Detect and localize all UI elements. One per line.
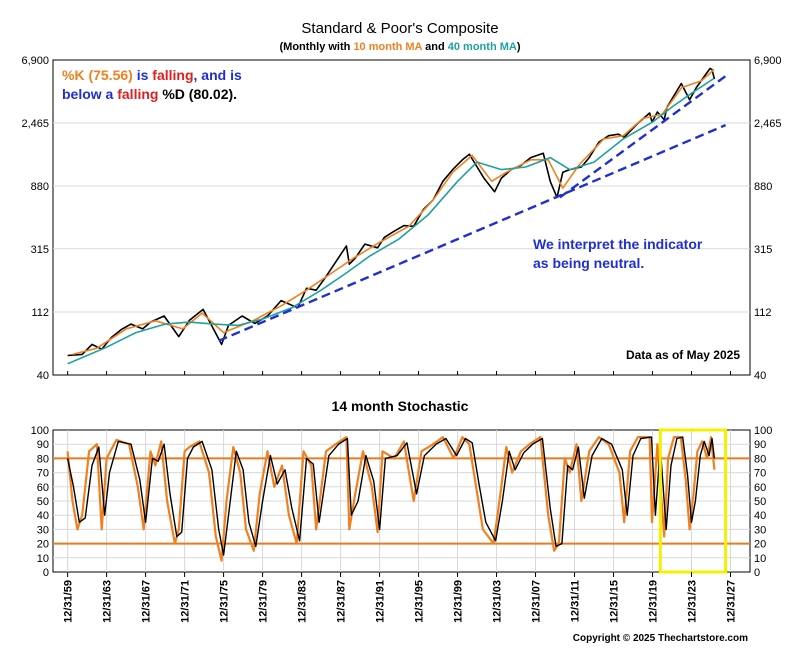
xtick-label: 12/31/83	[297, 580, 309, 623]
price-axis-ticks: 40 40 112 112 315 315 880 880 2,465 2,465 6,900 6,9…	[21, 55, 781, 382]
stochastic-series-group	[66, 428, 728, 574]
price-series-40-month-ma	[67, 77, 715, 365]
stochastic-ytick-label-left: 90	[37, 439, 49, 451]
stochastic-panel: 14 month Stochastic 0 0 10 10 20 20 30 30 40 40 50…	[31, 398, 773, 623]
stochastic-ytick-label-left: 60	[37, 482, 49, 494]
subtitle-ma40: 40 month MA	[448, 41, 517, 53]
xtick-label: 12/31/23	[687, 580, 699, 623]
xtick-label: 12/31/03	[492, 580, 504, 623]
xtick-label: 12/31/91	[375, 580, 387, 623]
note-d-value: %D (80.02).	[158, 86, 237, 102]
price-gridlines	[53, 122, 750, 313]
xtick-label: 12/31/27	[726, 580, 738, 623]
stochastic-ytick-label-left: 10	[37, 553, 49, 565]
stochastic-ytick-label-left: 100	[31, 425, 49, 437]
subtitle-mid: and	[422, 41, 448, 53]
xtick-label: 12/31/11	[570, 580, 582, 622]
note-below-a: below a	[62, 86, 117, 102]
xtick-label: 12/31/95	[414, 580, 426, 623]
stochastic-ytick-label-right: 100	[754, 425, 772, 437]
stochastic-ytick-label-right: 80	[754, 453, 766, 465]
stochastic-chart-title: 14 month Stochastic	[332, 398, 469, 414]
stochastic-axis-ticks: 0 0 10 10 20 20 30 30 40 40 50 50 60 60 70 70 80 80 90 90 10…	[31, 425, 773, 579]
data-as-of: Data as of May 2025	[626, 348, 740, 362]
note-falling-1: falling	[152, 67, 193, 83]
stochastic-ytick-label-left: 20	[37, 539, 49, 551]
stochastic-ytick-label-left: 0	[43, 567, 49, 579]
xtick-label: 12/31/79	[258, 580, 270, 623]
price-ytick-label-left: 112	[31, 307, 49, 319]
price-series-group	[67, 67, 727, 365]
price-plot-frame	[52, 59, 751, 376]
price-chart-subtitle: (Monthly with 10 month MA and 40 month M…	[280, 41, 521, 53]
price-ytick-label-left: 2,465	[21, 118, 49, 130]
stochastic-ytick-label-left: 50	[37, 496, 49, 508]
price-series-trendline-2	[559, 75, 727, 199]
price-series-10-month-ma	[72, 69, 715, 356]
subtitle-prefix: (Monthly with	[280, 41, 354, 53]
price-ytick-label-right: 40	[754, 370, 766, 382]
stochastic-gridlines	[53, 430, 750, 572]
xtick-label: 12/31/75	[219, 580, 231, 623]
stochastic-ytick-label-right: 50	[754, 496, 766, 508]
xtick-label: 12/31/71	[180, 580, 192, 623]
subtitle-ma10: 10 month MA	[353, 41, 422, 53]
price-ytick-label-right: 112	[754, 307, 772, 319]
stochastic-series-d	[66, 436, 716, 556]
price-ytick-label-right: 315	[754, 244, 772, 256]
subtitle-suffix: )	[517, 41, 521, 53]
price-ytick-label-left: 6,900	[21, 55, 49, 67]
price-chart-title: Standard & Poor's Composite	[301, 20, 498, 37]
stochastic-ytick-label-right: 0	[754, 567, 760, 579]
xtick-label: 12/31/07	[531, 580, 543, 623]
stochastic-ytick-label-right: 40	[754, 510, 766, 522]
price-ytick-label-left: 880	[31, 181, 49, 193]
note-k-value: %K (75.56)	[62, 67, 133, 83]
interpretation-line-1: We interpret the indicator	[533, 236, 703, 252]
interpretation-line-2: as being neutral.	[533, 255, 644, 271]
date-axis-labels: 12/31/59 12/31/63 12/31/67 12/31/71 12/31/75…	[63, 572, 738, 623]
price-ytick-label-right: 6,900	[754, 55, 782, 67]
xtick-label: 12/31/67	[141, 580, 153, 623]
note-is: is	[133, 67, 152, 83]
price-ytick-label-right: 880	[754, 181, 772, 193]
stochastic-ytick-label-left: 80	[37, 453, 49, 465]
price-ytick-label-right: 2,465	[754, 118, 782, 130]
stochastic-ytick-label-right: 10	[754, 553, 766, 565]
stochastic-note-line-1: %K (75.56) is falling, and is	[62, 67, 242, 83]
stochastic-note: %K (75.56) is falling, and is below a fa…	[62, 67, 242, 102]
note-falling-2: falling	[117, 86, 158, 102]
price-series-trendline-1	[218, 123, 727, 342]
highlight-box	[658, 428, 728, 574]
stochastic-series-k	[66, 436, 716, 562]
xtick-label: 12/31/59	[63, 580, 75, 623]
interpretation-note: We interpret the indicator as being neut…	[533, 236, 703, 271]
stochastic-ytick-label-right: 60	[754, 482, 766, 494]
note-and-is: , and is	[194, 67, 242, 83]
xtick-label: 12/31/99	[453, 580, 465, 623]
price-series-s-p-composite-monthly-	[67, 67, 716, 357]
stochastic-ytick-label-right: 90	[754, 439, 766, 451]
stochastic-ytick-label-left: 30	[37, 524, 49, 536]
stochastic-ytick-label-left: 40	[37, 510, 49, 522]
stochastic-ytick-label-right: 70	[754, 468, 766, 480]
xtick-label: 12/31/63	[102, 580, 114, 623]
stochastic-note-line-2: below a falling %D (80.02).	[62, 86, 237, 102]
price-panel: Standard & Poor's Composite (Monthly wit…	[21, 20, 781, 382]
copyright-footer: Copyright © 2025 Thechartstore.com	[573, 633, 748, 644]
price-ytick-label-left: 315	[31, 244, 49, 256]
price-ytick-label-left: 40	[37, 370, 49, 382]
xtick-label: 12/31/87	[336, 580, 348, 623]
stochastic-ytick-label-right: 20	[754, 539, 766, 551]
xtick-label: 12/31/19	[648, 580, 660, 623]
stochastic-ytick-label-left: 70	[37, 468, 49, 480]
xtick-label: 12/31/15	[609, 580, 621, 623]
stochastic-ytick-label-right: 30	[754, 524, 766, 536]
